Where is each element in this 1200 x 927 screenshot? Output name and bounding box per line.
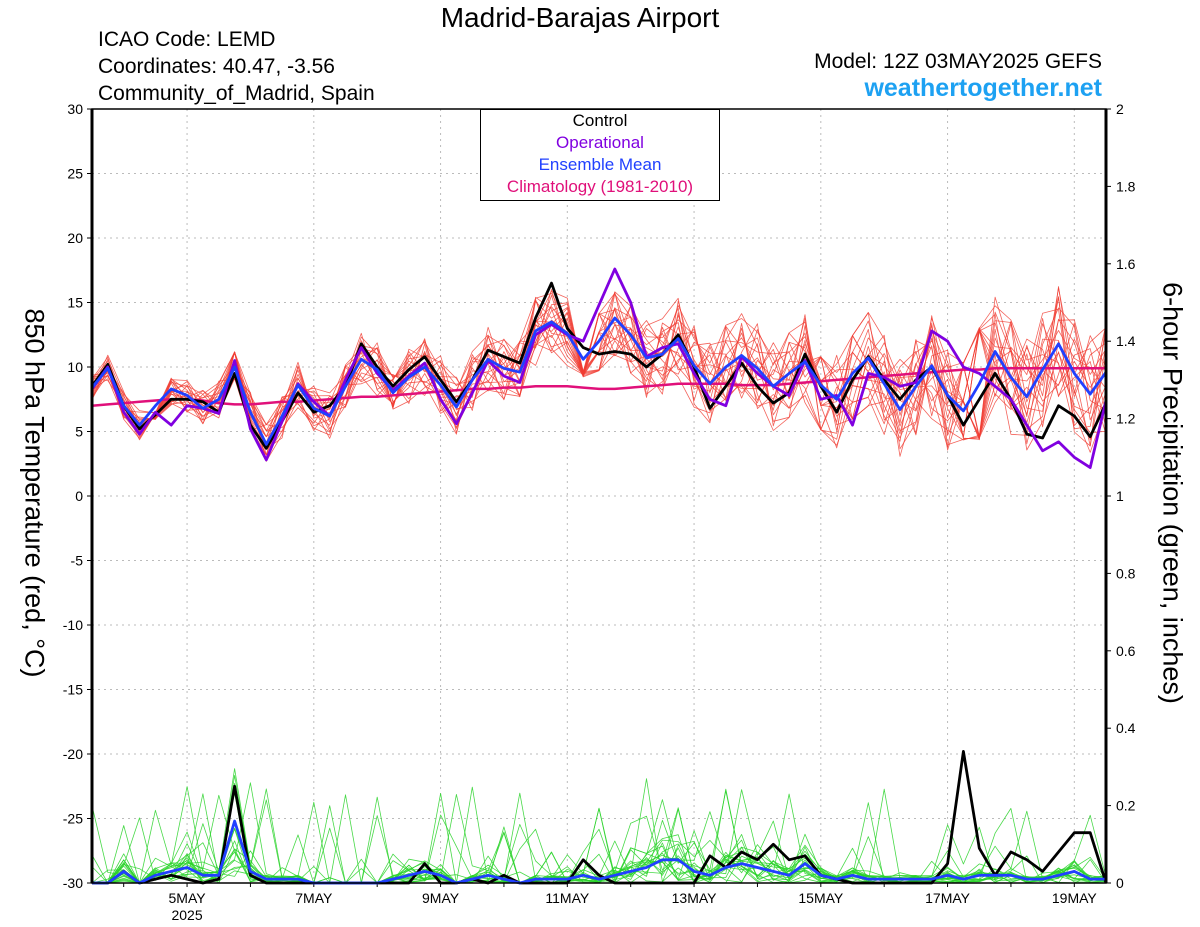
climatology-line [91, 367, 1106, 407]
y2-tick-label: 1.6 [1116, 256, 1136, 272]
y-tick-label: -15 [63, 682, 83, 698]
x-tick-sublabel: 2025 [171, 907, 202, 923]
precip-member-line [91, 782, 1107, 884]
temp-member-line [91, 294, 1107, 456]
x-tick-label: 15MAY [798, 890, 844, 906]
site-link[interactable]: weathertogether.net [864, 74, 1102, 102]
x-tick-label: 5MAY [169, 890, 207, 906]
y-tick-label: 15 [67, 295, 83, 311]
ensemble-mean-temp-line [90, 316, 1108, 446]
legend-ensemble-mean: Ensemble Mean [538, 155, 662, 174]
legend-operational: Operational [556, 133, 644, 152]
temp-member-line [91, 286, 1107, 448]
y-tick-label: -30 [63, 875, 83, 891]
precip-member-line [92, 788, 1107, 884]
region: Community_of_Madrid, Spain [98, 82, 375, 105]
icao-code: ICAO Code: LEMD [98, 28, 276, 51]
coordinates: Coordinates: 40.47, -3.56 [98, 55, 335, 78]
operational-temp-line [90, 267, 1108, 470]
ensemble-mean-precip-line [92, 819, 1106, 885]
y-tick-label: -5 [71, 553, 84, 569]
y-tick-label: 10 [67, 359, 83, 375]
legend-control: Control [572, 111, 628, 130]
plot-frame [91, 108, 1107, 884]
y2-tick-label: 0 [1116, 875, 1124, 891]
y2-tick-label: 2 [1116, 101, 1124, 117]
y-tick-label: 0 [75, 488, 83, 504]
temp-member-line [91, 308, 1107, 446]
y-tick-label: 5 [75, 424, 83, 440]
x-tick-label: 9MAY [422, 890, 460, 906]
legend-climatology: Climatology (1981-2010) [506, 177, 694, 196]
y2-tick-label: 1.8 [1116, 178, 1136, 194]
model-run: Model: 12Z 03MAY2025 GEFS [814, 50, 1102, 73]
x-tick-label: 11MAY [545, 890, 589, 906]
y-tick-label: -20 [63, 746, 83, 762]
y2-tick-label: 0.4 [1116, 720, 1136, 736]
x-tick-label: 19MAY [1052, 890, 1098, 906]
y-tick-label: 20 [67, 230, 83, 246]
y2-tick-label: 1.2 [1116, 411, 1136, 427]
y2-tick-label: 1 [1116, 488, 1124, 504]
x-tick-label: 17MAY [925, 890, 971, 906]
y2-tick-label: 0.2 [1116, 798, 1136, 814]
x-tick-label: 7MAY [295, 890, 333, 906]
y-tick-label: -10 [63, 617, 83, 633]
y2-tick-label: 0.6 [1116, 643, 1136, 659]
temp-member-line [91, 287, 1107, 447]
legend: Control Operational Ensemble Mean Climat… [480, 109, 720, 201]
x-tick-label: 13MAY [672, 890, 718, 906]
y-tick-label: -25 [63, 811, 83, 827]
y2-tick-label: 0.8 [1116, 565, 1136, 581]
y2-tick-label: 1.4 [1116, 333, 1136, 349]
y-tick-label: 30 [67, 101, 83, 117]
chart-title: Madrid-Barajas Airport [440, 2, 720, 33]
control-precip-line [92, 750, 1108, 885]
y-tick-label: 25 [67, 166, 83, 182]
